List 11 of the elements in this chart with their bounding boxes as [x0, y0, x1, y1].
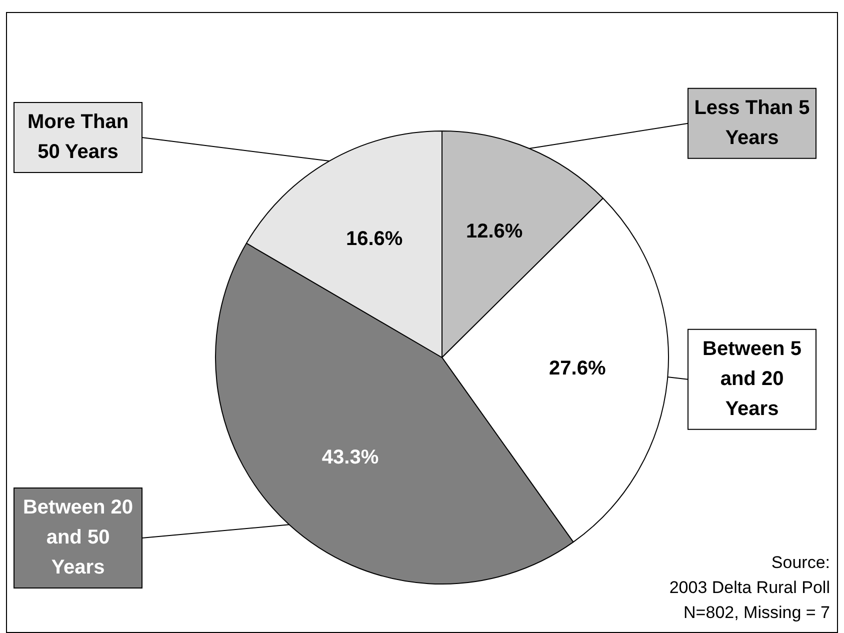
slice-label: Between 5 and 20 Years — [702, 338, 802, 420]
data-label: 12.6% — [466, 220, 523, 243]
data-label: 43.3% — [322, 446, 379, 468]
slice-label: Less Than 5 Years — [694, 96, 810, 149]
data-label: 16.6% — [346, 228, 403, 250]
slice-label: Between 20 and 50 Years — [22, 496, 134, 579]
slice-label: More Than 50 Years — [27, 110, 129, 163]
data-label: 27.6% — [549, 358, 606, 380]
text: 2003 Delta Rural Poll — [669, 577, 830, 599]
source-note: Source: — [770, 552, 830, 574]
text: N=802, Missing = 7 — [682, 602, 830, 624]
